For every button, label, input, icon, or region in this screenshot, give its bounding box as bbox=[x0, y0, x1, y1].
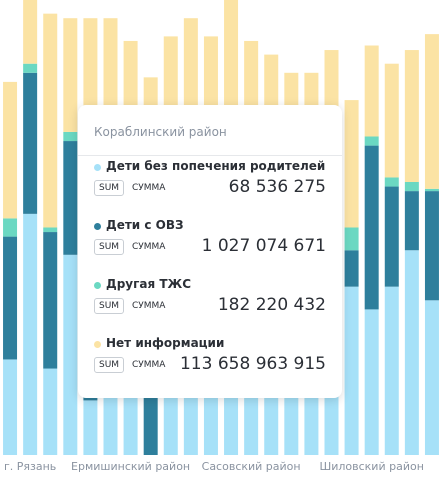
bar-segment bbox=[404, 191, 419, 251]
bar-segment bbox=[43, 232, 58, 369]
bar-segment bbox=[344, 227, 359, 251]
bar-segment bbox=[364, 45, 379, 137]
tooltip-item: Нет информации SUM СУММА 113 658 963 915 bbox=[94, 333, 326, 392]
bar-segment bbox=[63, 141, 78, 255]
item-value: 113 658 963 915 bbox=[179, 354, 326, 374]
legend-dot bbox=[94, 164, 101, 171]
agg-badge: SUM bbox=[94, 180, 125, 196]
bar-segment bbox=[364, 145, 379, 310]
bar-segment bbox=[404, 182, 419, 192]
item-value: 182 220 432 bbox=[217, 295, 326, 315]
bar-segment bbox=[384, 286, 399, 455]
bar-segment bbox=[3, 236, 18, 360]
item-name: Дети без попечения родителей bbox=[106, 159, 326, 173]
item-name: Дети с ОВЗ bbox=[106, 218, 184, 232]
bar-segment bbox=[424, 188, 439, 192]
bar-segment bbox=[3, 359, 18, 455]
bar-segment bbox=[43, 227, 58, 233]
bar-segment bbox=[344, 250, 359, 287]
x-tick-label: Ермишинский район bbox=[71, 460, 190, 473]
agg-label: СУММА bbox=[132, 301, 166, 311]
agg-label: СУММА bbox=[132, 183, 166, 193]
bar-segment bbox=[23, 72, 38, 214]
tooltip-item: Другая ТЖС SUM СУММА 182 220 432 bbox=[94, 274, 326, 333]
bar-segment bbox=[203, 395, 218, 455]
bar-segment bbox=[424, 191, 439, 301]
tooltip-item: Дети без попечения родителей SUM СУММА 68 5… bbox=[94, 156, 326, 215]
bar-segment bbox=[424, 34, 439, 189]
bar-segment bbox=[344, 286, 359, 455]
x-tick-label: Сасовский район bbox=[202, 460, 301, 473]
x-tick-label: Шиловский район bbox=[319, 460, 423, 473]
bar-segment bbox=[284, 395, 299, 455]
bar-segment bbox=[103, 395, 118, 455]
bar-segment bbox=[384, 63, 399, 178]
bar-segment bbox=[424, 300, 439, 455]
bar-segment bbox=[23, 213, 38, 455]
legend-dot bbox=[94, 341, 101, 348]
bar-segment bbox=[123, 395, 138, 455]
bar-segment bbox=[3, 81, 18, 219]
bar-segment bbox=[344, 100, 359, 228]
bar-segment bbox=[224, 0, 239, 137]
bar-segment bbox=[404, 250, 419, 455]
item-value: 68 536 275 bbox=[228, 177, 326, 197]
bar-segment bbox=[304, 395, 319, 455]
tooltip-item: Дети с ОВЗ SUM СУММА 1 027 074 671 bbox=[94, 215, 326, 274]
agg-label: СУММА bbox=[132, 360, 166, 370]
bar-segment bbox=[224, 395, 239, 455]
bar-segment bbox=[183, 395, 198, 455]
bar-segment bbox=[43, 368, 58, 455]
bar-segment bbox=[23, 0, 38, 64]
tooltip-title: Кораблинский район bbox=[78, 105, 342, 156]
bar-segment bbox=[43, 13, 58, 228]
bar-segment bbox=[3, 218, 18, 237]
bar-segment bbox=[244, 395, 259, 455]
bar-segment bbox=[404, 50, 419, 182]
bar-segment bbox=[163, 395, 178, 455]
legend-dot bbox=[94, 282, 101, 289]
item-value: 1 027 074 671 bbox=[201, 236, 326, 256]
bar-segment bbox=[83, 400, 98, 455]
agg-badge: SUM bbox=[94, 298, 125, 314]
agg-label: СУММА bbox=[132, 242, 166, 252]
bar-segment bbox=[23, 63, 38, 73]
legend-dot bbox=[94, 223, 101, 230]
item-name: Нет информации bbox=[106, 336, 225, 350]
agg-badge: SUM bbox=[94, 357, 125, 373]
bar-segment bbox=[384, 186, 399, 287]
x-tick-label: г. Рязань bbox=[4, 460, 56, 473]
bar-segment bbox=[63, 254, 78, 455]
bar-segment bbox=[364, 136, 379, 146]
bar-segment bbox=[384, 177, 399, 187]
bar-segment bbox=[264, 395, 279, 455]
item-name: Другая ТЖС bbox=[106, 277, 192, 291]
bar-segment bbox=[63, 131, 78, 142]
agg-badge: SUM bbox=[94, 239, 125, 255]
bar-segment bbox=[63, 18, 78, 132]
bar-segment bbox=[364, 309, 379, 455]
tooltip: Кораблинский район Дети без попечения ро… bbox=[78, 105, 342, 398]
